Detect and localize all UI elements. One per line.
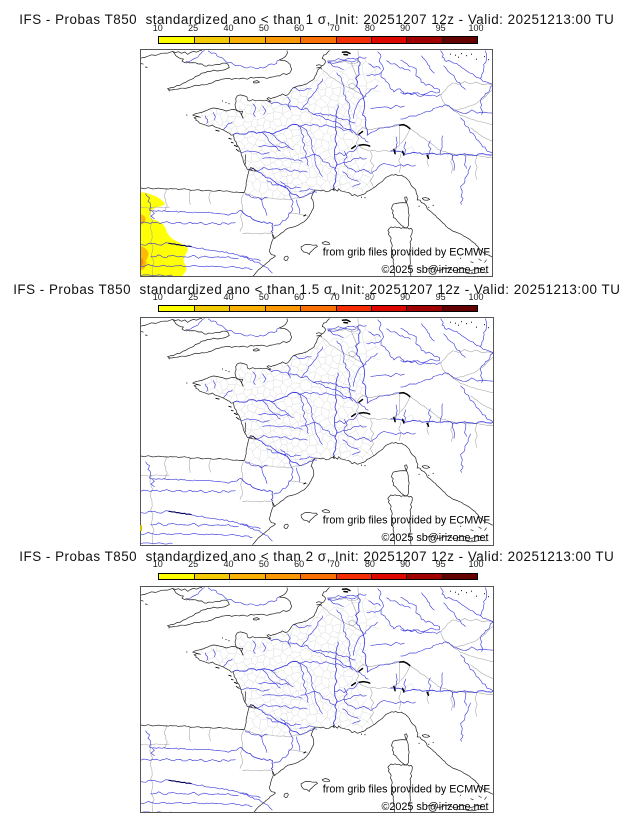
svg-text:from grib files provided by EC: from grib files provided by ECMWF — [322, 246, 490, 258]
svg-text:from grib files provided by EC: from grib files provided by ECMWF — [322, 514, 490, 526]
svg-text:from grib files provided by EC: from grib files provided by ECMWF — [323, 783, 491, 795]
